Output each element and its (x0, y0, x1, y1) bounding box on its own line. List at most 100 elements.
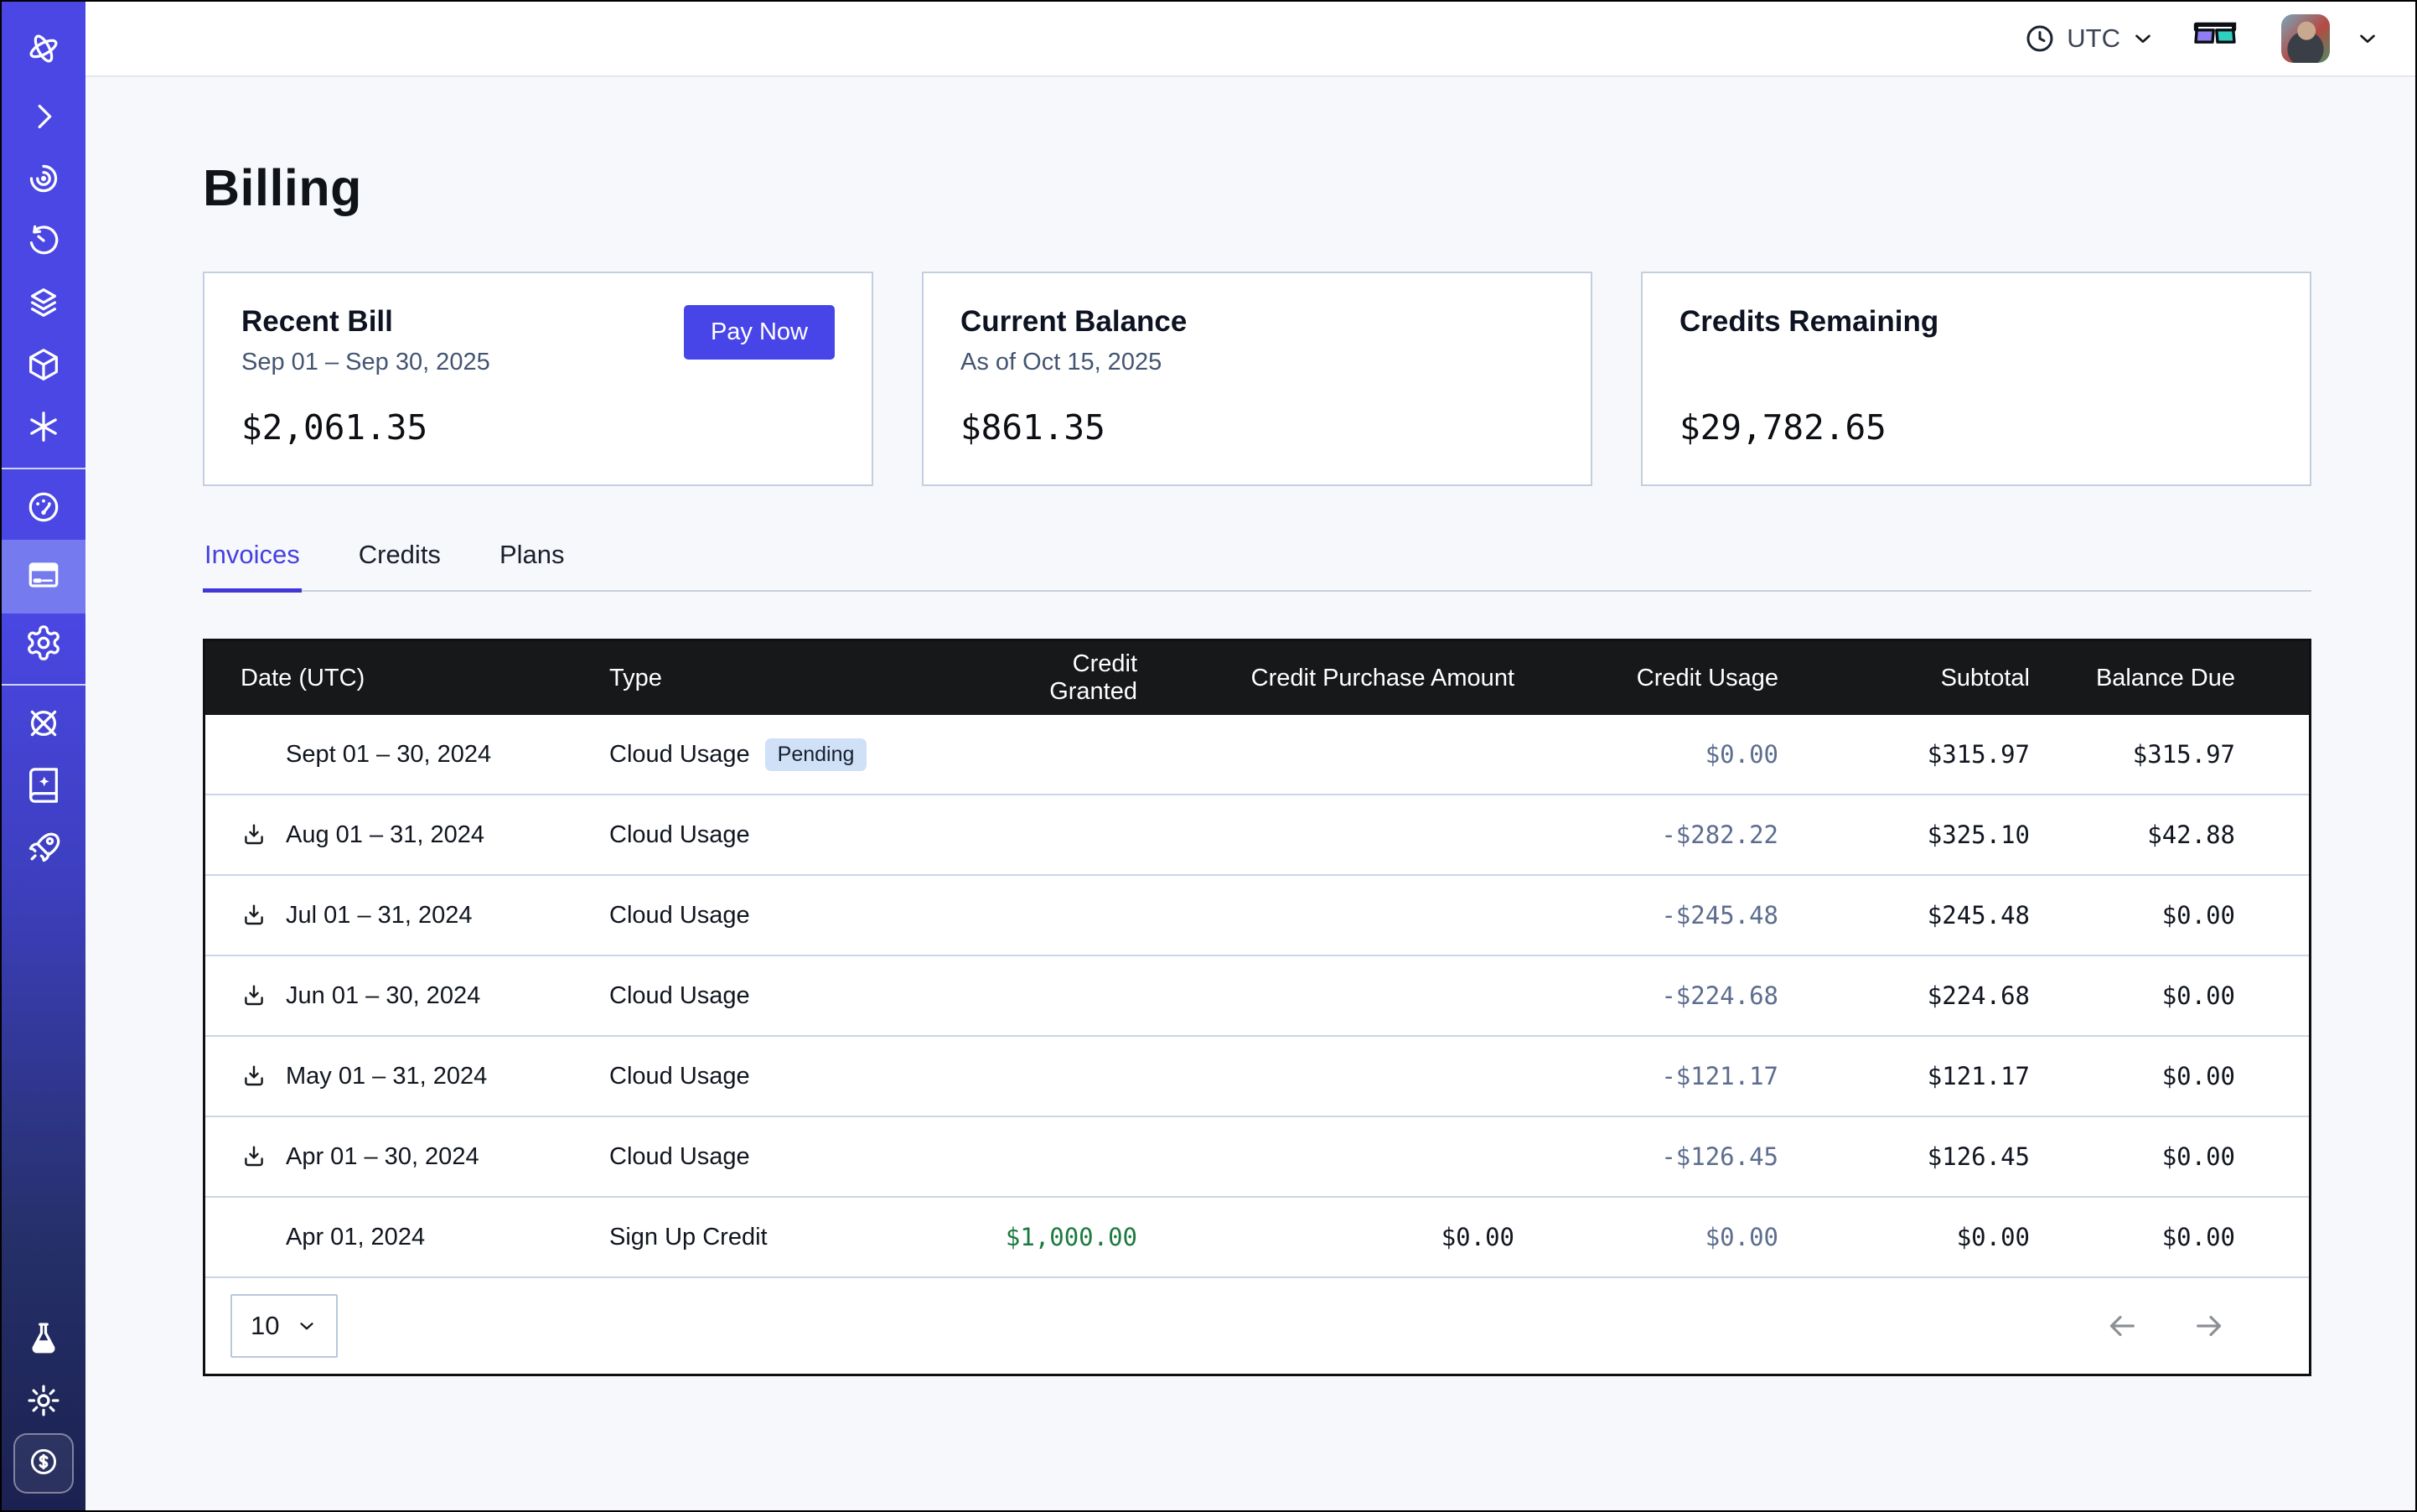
download-invoice-icon[interactable] (241, 981, 267, 1010)
asterisk-icon (24, 407, 63, 450)
cell-subtotal: $224.68 (1778, 981, 2030, 1010)
cell-type: Cloud Usage (609, 902, 750, 929)
sidebar-item-traces[interactable] (2, 149, 85, 211)
col-header-subtotal: Subtotal (1778, 665, 2030, 692)
sidebar-logo[interactable] (2, 13, 85, 87)
col-header-credit-usage: Credit Usage (1514, 665, 1778, 692)
card-title: Current Balance (960, 305, 1187, 339)
cell-date: Jun 01 – 30, 2024 (286, 982, 480, 1010)
invoice-row: Aug 01 – 31, 2024 Cloud Usage -$282.22 $… (205, 795, 2309, 876)
summary-cards: Recent Bill Sep 01 – Sep 30, 2025 Pay No… (203, 272, 2311, 486)
billing-card-icon (24, 556, 63, 598)
cell-credit-usage: -$282.22 (1514, 821, 1778, 849)
cell-credit-usage: -$126.45 (1514, 1142, 1778, 1171)
cell-credit-usage: $0.00 (1514, 740, 1778, 769)
sidebar-item-labs[interactable] (2, 1309, 85, 1371)
card-amount: $2,061.35 (241, 407, 835, 448)
prev-page-arrow-icon[interactable] (2103, 1309, 2141, 1343)
page-size-select[interactable]: 10 (230, 1294, 338, 1358)
cell-credit-usage: -$245.48 (1514, 901, 1778, 929)
card-credits-remaining: Credits Remaining $29,782.65 (1641, 272, 2311, 486)
pending-badge: Pending (765, 738, 867, 771)
timezone-selector[interactable]: UTC (2023, 22, 2156, 55)
sidebar-item-sandbox[interactable] (2, 335, 85, 397)
sidebar-divider (2, 468, 85, 469)
next-page-arrow-icon[interactable] (2190, 1309, 2228, 1343)
card-current-balance: Current Balance As of Oct 15, 2025 $861.… (922, 272, 1592, 486)
sidebar-item-history[interactable] (2, 211, 85, 273)
download-invoice-icon[interactable] (241, 821, 267, 849)
cell-balance-due: $0.00 (2030, 1223, 2235, 1251)
download-slot (241, 1223, 267, 1251)
cell-balance-due: $315.97 (2030, 740, 2235, 769)
billing-tabs: Invoices Credits Plans (203, 540, 2311, 592)
sidebar (2, 2, 85, 1510)
cell-subtotal: $245.48 (1778, 901, 2030, 929)
cell-date: May 01 – 31, 2024 (286, 1063, 487, 1090)
col-header-credit-granted: Credit Granted (978, 650, 1137, 706)
cell-date: Sept 01 – 30, 2024 (286, 741, 491, 769)
col-header-date: Date (UTC) (241, 665, 609, 692)
cell-type: Cloud Usage (609, 982, 750, 1010)
download-invoice-icon[interactable] (241, 1142, 267, 1171)
sidebar-item-layers[interactable] (2, 273, 85, 335)
invoice-row: May 01 – 31, 2024 Cloud Usage -$121.17 $… (205, 1037, 2309, 1117)
cell-balance-due: $42.88 (2030, 821, 2235, 849)
tab-plans[interactable]: Plans (498, 540, 567, 593)
sidebar-divider (2, 684, 85, 686)
pay-now-button[interactable]: Pay Now (684, 305, 835, 360)
cell-type: Cloud Usage (609, 741, 750, 769)
sidebar-item-docs[interactable] (2, 756, 85, 818)
invoice-row: Jun 01 – 30, 2024 Cloud Usage -$224.68 $… (205, 956, 2309, 1037)
gauge-icon (24, 488, 63, 531)
cell-balance-due: $0.00 (2030, 981, 2235, 1010)
gear-icon (24, 624, 63, 666)
3d-glasses-icon (2192, 21, 2238, 56)
sidebar-item-collapse[interactable] (2, 87, 85, 149)
page-title: Billing (203, 158, 2311, 218)
card-subtitle: As of Oct 15, 2025 (960, 349, 1187, 381)
cell-type: Sign Up Credit (609, 1224, 768, 1251)
history-timer-icon (24, 221, 63, 264)
sidebar-item-settings[interactable] (2, 614, 85, 676)
reader-glasses-toggle[interactable] (2192, 21, 2238, 56)
user-avatar[interactable] (2281, 14, 2330, 63)
timezone-label: UTC (2067, 23, 2120, 54)
trace-spiral-icon (24, 159, 63, 202)
card-recent-bill: Recent Bill Sep 01 – Sep 30, 2025 Pay No… (203, 272, 873, 486)
col-header-type: Type (609, 665, 978, 692)
tab-invoices[interactable]: Invoices (203, 540, 302, 593)
download-invoice-icon[interactable] (241, 901, 267, 929)
cell-subtotal: $0.00 (1778, 1223, 2030, 1251)
card-title: Credits Remaining (1679, 305, 1938, 339)
orbit-logo-icon (24, 29, 63, 72)
card-amount: $861.35 (960, 407, 1554, 448)
sidebar-item-fleet[interactable] (2, 694, 85, 756)
cell-credit-usage: -$224.68 (1514, 981, 1778, 1010)
cell-subtotal: $325.10 (1778, 821, 2030, 849)
cube-icon (24, 345, 63, 388)
sidebar-item-billing[interactable] (2, 540, 85, 614)
sidebar-item-usage[interactable] (2, 478, 85, 540)
card-amount: $29,782.65 (1679, 407, 2273, 448)
sidebar-item-quickstart[interactable] (2, 818, 85, 880)
download-invoice-icon[interactable] (241, 1062, 267, 1090)
topbar: UTC (85, 2, 2415, 77)
sidebar-item-theme[interactable] (2, 1371, 85, 1433)
earn-credits-button[interactable] (13, 1433, 74, 1494)
cell-date: Apr 01 – 30, 2024 (286, 1143, 479, 1171)
table-header-row: Date (UTC) Type Credit Granted Credit Pu… (205, 641, 2309, 715)
user-menu-chevron-icon[interactable] (2355, 26, 2380, 51)
card-subtitle (1679, 349, 1938, 381)
cell-date: Jul 01 – 31, 2024 (286, 902, 473, 929)
main-content: Billing Recent Bill Sep 01 – Sep 30, 202… (85, 77, 2415, 1510)
cell-type: Cloud Usage (609, 821, 750, 849)
sidebar-spacer (2, 880, 85, 1309)
sun-icon (24, 1381, 63, 1424)
cell-type: Cloud Usage (609, 1143, 750, 1171)
cell-date: Aug 01 – 31, 2024 (286, 821, 484, 849)
sidebar-item-services[interactable] (2, 397, 85, 459)
cell-subtotal: $126.45 (1778, 1142, 2030, 1171)
tab-credits[interactable]: Credits (357, 540, 443, 593)
cell-type: Cloud Usage (609, 1063, 750, 1090)
